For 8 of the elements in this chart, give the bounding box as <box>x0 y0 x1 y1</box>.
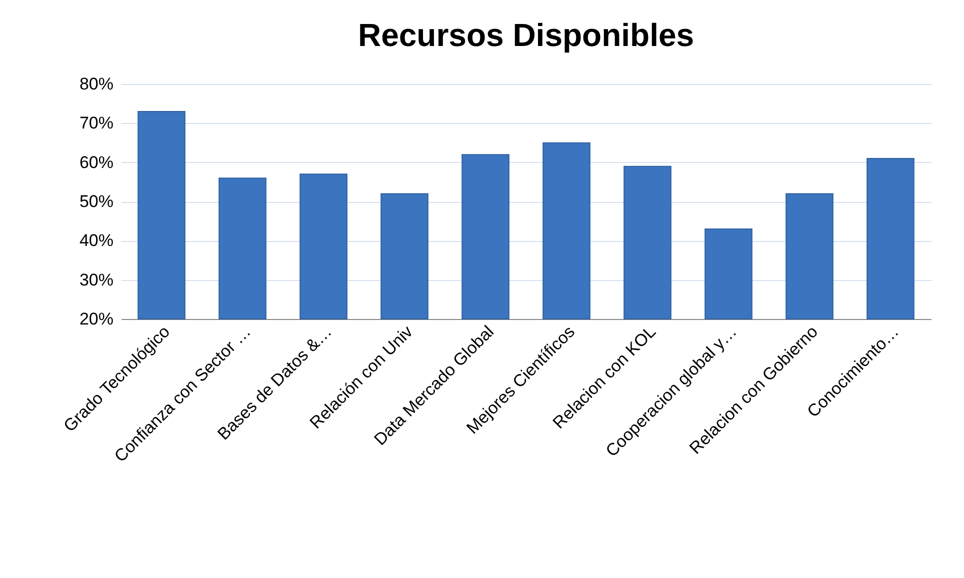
y-tick-label: 40% <box>79 231 114 250</box>
chart-title: Recursos Disponibles <box>358 17 694 53</box>
y-tick-label: 20% <box>79 310 114 328</box>
y-tick-label: 80% <box>79 74 114 94</box>
y-tick-label: 30% <box>79 270 114 290</box>
y-tick-label: 50% <box>79 192 114 211</box>
y-tick-label: 70% <box>79 114 114 133</box>
y-tick-label: 60% <box>79 152 114 172</box>
